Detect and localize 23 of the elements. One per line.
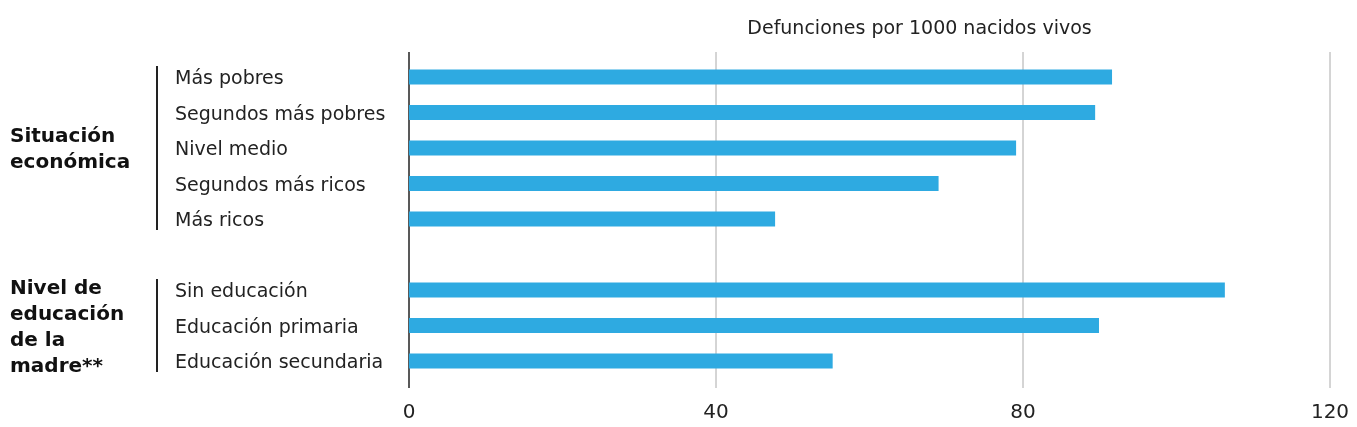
y-tick-label: Educación secundaria: [175, 350, 384, 372]
y-tick-label: Segundos más pobres: [175, 101, 386, 124]
x-tick-label: 0: [402, 399, 416, 423]
x-tick-label: 120: [1310, 399, 1350, 423]
y-tick-label: Más pobres: [175, 66, 284, 88]
y-tick-label: Nivel medio: [175, 137, 288, 159]
y-tick-label: Educación primaria: [175, 314, 359, 337]
y-tick-label: Segundos más ricos: [175, 172, 366, 195]
bar: [409, 211, 776, 227]
x-tick-label: 40: [703, 399, 729, 423]
x-tick-label: 80: [1010, 399, 1036, 423]
text: Situación económica: [10, 123, 131, 173]
y-tick-label: Sin educación: [175, 279, 308, 301]
bar: [409, 140, 1017, 156]
text: Nivel de educación de la madre**: [10, 274, 125, 377]
bar: [409, 69, 1113, 85]
y-tick-label: Más ricos: [175, 208, 265, 230]
bar: [409, 176, 939, 191]
x-axis-title: Defunciones por 1000 nacidos vivos: [747, 16, 1092, 38]
bar: [409, 105, 1096, 120]
bar: [409, 353, 833, 369]
bar: [409, 318, 1099, 333]
bar: [409, 282, 1225, 298]
